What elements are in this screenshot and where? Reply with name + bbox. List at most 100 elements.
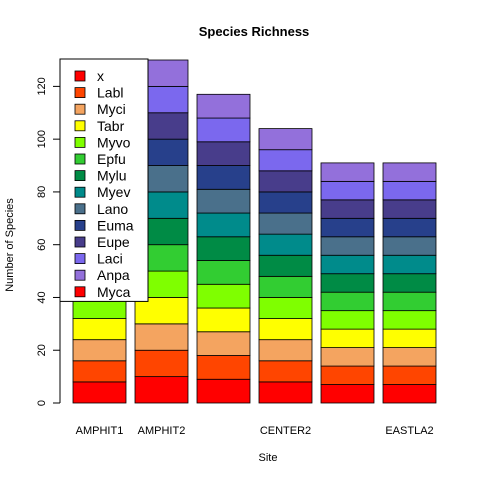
legend-label: Myev xyxy=(97,184,130,200)
bar-segment xyxy=(382,291,437,312)
bar-segment xyxy=(72,318,127,341)
bar-segment xyxy=(72,339,127,362)
x-tick-label: CENTER2 xyxy=(260,425,311,437)
bar-segment xyxy=(196,355,251,380)
bar-segment xyxy=(196,236,251,261)
bar-segment xyxy=(258,191,313,214)
legend-swatch xyxy=(74,253,86,265)
bar-stacks xyxy=(72,59,437,404)
legend-swatch xyxy=(74,153,86,165)
bar-segment xyxy=(320,365,375,385)
legend-swatch xyxy=(74,136,86,148)
bar-segment xyxy=(382,254,437,275)
bar-segment xyxy=(258,233,313,256)
legend-swatch xyxy=(74,70,86,82)
bar-segment xyxy=(196,260,251,285)
chart-title: Species Richness xyxy=(199,24,310,39)
x-tick-label: AMPHIT1 xyxy=(76,425,124,437)
bar-segment xyxy=(320,384,375,404)
bar-segment xyxy=(134,376,189,404)
bar-segment xyxy=(320,347,375,367)
legend-label: Lano xyxy=(97,201,128,217)
bar-segment xyxy=(382,180,437,201)
y-tick-label: 120 xyxy=(36,77,48,95)
y-tick-label: 60 xyxy=(36,239,48,251)
legend-swatch xyxy=(74,203,86,215)
legend-swatch xyxy=(74,236,86,248)
bar-segment xyxy=(320,310,375,330)
y-axis: 0 20 40 60 80 100 120 xyxy=(36,77,61,406)
bar-segment xyxy=(196,93,251,119)
bar-segment xyxy=(196,117,251,143)
x-tick-labels: AMPHIT1 AMPHIT2 CENTER2 EASTLA2 xyxy=(76,425,434,437)
legend-label: Labl xyxy=(97,85,123,101)
legend-label: Epfu xyxy=(97,151,126,167)
legend-swatch xyxy=(74,186,86,198)
y-axis-label: Number of Species xyxy=(4,198,16,292)
legend-swatch xyxy=(74,170,86,182)
bar-segment xyxy=(258,128,313,151)
legend-label: Anpa xyxy=(97,267,130,283)
legend-swatch xyxy=(74,120,86,132)
bar-segment xyxy=(258,275,313,298)
bar-segment xyxy=(320,199,375,219)
bar-segment xyxy=(196,141,251,166)
bar-segment xyxy=(320,217,375,238)
bar-segment xyxy=(382,310,437,330)
bar-segment xyxy=(258,254,313,277)
bar-segment xyxy=(320,236,375,256)
legend-label: Mylu xyxy=(97,168,127,184)
bar-segment xyxy=(72,360,127,383)
bar-segment xyxy=(258,297,313,319)
bar-segment xyxy=(320,273,375,293)
bar-segment xyxy=(258,149,313,172)
legend-label: x xyxy=(97,68,104,84)
bar-segment xyxy=(196,212,251,238)
x-axis-label: Site xyxy=(259,452,278,464)
bar-stack xyxy=(382,162,437,404)
bar-segment xyxy=(320,180,375,201)
legend-label: Eupe xyxy=(97,234,130,250)
bar-segment xyxy=(382,236,437,256)
bar-stack xyxy=(258,128,313,404)
bar-segment xyxy=(196,188,251,214)
bar-segment xyxy=(382,347,437,367)
legend-swatch xyxy=(74,286,86,298)
bar-stack xyxy=(196,93,251,404)
bar-segment xyxy=(196,283,251,309)
legend-label: Tabr xyxy=(97,118,125,134)
legend-label: Myvo xyxy=(97,134,131,150)
bar-segment xyxy=(196,378,251,404)
bar-segment xyxy=(134,349,189,378)
y-tick-label: 40 xyxy=(36,291,48,303)
legend-swatch xyxy=(74,103,86,115)
bar-segment xyxy=(258,360,313,383)
bar-segment xyxy=(320,328,375,348)
bar-segment xyxy=(382,199,437,219)
bar-segment xyxy=(196,165,251,190)
bar-segment xyxy=(320,254,375,275)
legend-label: Laci xyxy=(97,251,123,267)
bar-segment xyxy=(382,273,437,293)
bar-segment xyxy=(382,384,437,404)
x-tick-label: AMPHIT2 xyxy=(138,425,186,437)
bar-segment xyxy=(258,318,313,341)
bar-segment xyxy=(258,339,313,362)
legend: xLablMyciTabrMyvoEpfuMyluMyevLanoEumaEup… xyxy=(59,58,149,302)
x-tick-label: EASTLA2 xyxy=(385,425,433,437)
legend-swatch xyxy=(74,269,86,281)
legend-label: Myca xyxy=(97,284,131,300)
y-tick-label: 0 xyxy=(36,400,48,406)
bar-segment xyxy=(382,365,437,385)
bar-segment xyxy=(196,307,251,333)
legend-swatch xyxy=(74,219,86,231)
legend-label: Euma xyxy=(97,217,134,233)
bar-segment xyxy=(258,381,313,404)
bar-segment xyxy=(258,170,313,193)
bar-segment xyxy=(196,331,251,356)
bar-stack xyxy=(320,162,375,404)
legend-label: Myci xyxy=(97,101,126,117)
bar-segment xyxy=(382,217,437,238)
